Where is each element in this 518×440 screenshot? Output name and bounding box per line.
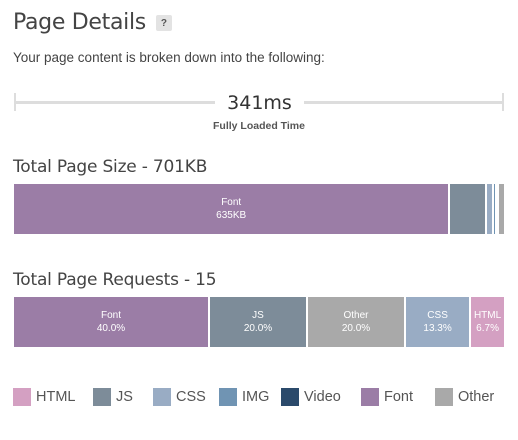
size-segment-font[interactable]: Font 635KB: [14, 184, 451, 234]
timeline-start-cap: [14, 93, 16, 111]
legend-swatch: [361, 388, 379, 406]
segment-label: CSS: [427, 310, 448, 321]
timeline-line-left: [16, 101, 215, 104]
page-size-bar: Font 635KB: [14, 184, 504, 234]
segment-label: Font: [100, 310, 121, 321]
total-page-requests-title: Total Page Requests - 15: [13, 270, 217, 290]
size-segment-css[interactable]: [487, 184, 495, 234]
help-icon[interactable]: ?: [155, 15, 172, 31]
page-requests-bar: Font 40.0% JS 20.0% Other 20.0% CSS 13.3% HTML 6.…: [14, 297, 504, 347]
segment-value: 40.0%: [96, 323, 126, 334]
segment-value: 13.3%: [423, 323, 452, 334]
page-header: Page Details ?: [13, 6, 172, 38]
legend-swatch: [281, 388, 299, 406]
requests-segment-html[interactable]: HTML 6.7%: [471, 297, 504, 347]
segment-label: Font: [221, 197, 242, 208]
fully-loaded-timeline: 341ms: [14, 92, 504, 114]
size-segment-img[interactable]: [494, 184, 498, 234]
segment-value: 6.7%: [476, 323, 499, 334]
segment-label: HTML: [473, 310, 502, 321]
content-type-legend: HTML JS CSS IMG Video Font Other: [13, 387, 513, 407]
requests-segment-other[interactable]: Other 20.0%: [308, 297, 406, 347]
timeline-line-right: [304, 101, 502, 104]
legend-swatch: [435, 388, 453, 406]
legend-label: HTML: [36, 389, 76, 405]
legend-label: IMG: [242, 389, 270, 405]
legend-swatch: [93, 388, 111, 406]
requests-segment-css[interactable]: CSS 13.3%: [406, 297, 472, 347]
segment-label: JS: [252, 310, 264, 321]
total-page-size-title: Total Page Size - 701KB: [13, 157, 208, 177]
legend-swatch: [153, 388, 171, 406]
size-segment-js[interactable]: [450, 184, 488, 234]
legend-label: Other: [458, 389, 495, 405]
size-segment-html[interactable]: [497, 184, 500, 234]
legend-swatch: [219, 388, 237, 406]
size-segment-other[interactable]: [499, 184, 504, 234]
fully-loaded-time-caption: Fully Loaded Time: [213, 120, 305, 132]
legend-label: Font: [384, 389, 414, 405]
page-title: Page Details: [13, 9, 146, 35]
legend-item-css: CSS: [153, 387, 206, 407]
page-subtitle: Your page content is broken down into th…: [13, 50, 325, 65]
legend-label: Video: [304, 389, 341, 405]
legend-label: JS: [116, 389, 133, 405]
legend-item-font: Font: [361, 387, 413, 407]
legend-item-html: HTML: [13, 387, 75, 407]
requests-segment-js[interactable]: JS 20.0%: [210, 297, 308, 347]
legend-item-img: IMG: [219, 387, 269, 407]
legend-label: CSS: [176, 389, 206, 405]
legend-swatch: [13, 388, 31, 406]
requests-segment-font[interactable]: Font 40.0%: [14, 297, 210, 347]
fully-loaded-time-value: 341ms: [227, 92, 292, 114]
segment-label: Other: [343, 310, 369, 321]
segment-value: 20.0%: [341, 323, 371, 334]
legend-item-video: Video: [281, 387, 341, 407]
legend-item-other: Other: [435, 387, 494, 407]
segment-value: 635KB: [216, 210, 247, 221]
timeline-end-cap: [502, 93, 504, 111]
segment-value: 20.0%: [243, 323, 273, 334]
legend-item-js: JS: [93, 387, 133, 407]
